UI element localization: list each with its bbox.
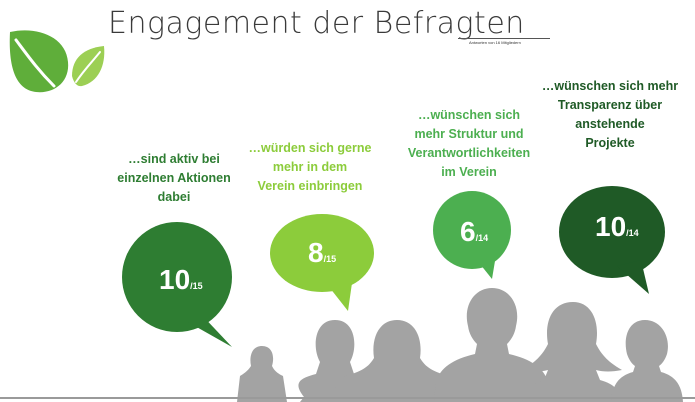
person-silhouette-icon	[237, 346, 287, 402]
stat-number: 10	[595, 211, 627, 242]
person-silhouette-icon	[333, 320, 461, 402]
person-silhouette-icon	[611, 320, 683, 402]
caption-active-actions: …sind aktiv bei einzelnen Aktionen dabei	[117, 152, 231, 204]
stat-number: 6	[460, 216, 476, 247]
people-silhouettes	[237, 288, 683, 402]
stat-value-2: 8/15	[308, 237, 336, 269]
stat-total: /15	[190, 281, 203, 291]
stat-number: 10	[159, 264, 191, 295]
speech-bubble-icon	[270, 214, 374, 311]
stat-value-4: 10/14	[595, 211, 639, 243]
page-title: Engagement der Befragten	[108, 6, 525, 41]
footer-rule	[0, 397, 695, 399]
person-silhouette-icon	[522, 302, 622, 402]
caption-more-involvement: …würden sich gerne mehr in dem Verein ei…	[248, 141, 372, 193]
stat-value-3: 6/14	[460, 216, 488, 248]
speech-bubble-icon	[559, 186, 665, 294]
page-subtitle: Antworten von 16 Mitgliedern	[469, 40, 521, 45]
speech-bubble-icon	[122, 222, 232, 347]
speech-bubble-icon	[433, 191, 511, 279]
title-underline	[458, 38, 550, 39]
caption-structure-responsibility: …wünschen sich mehr Struktur und Verantw…	[407, 108, 531, 179]
leaf-icon	[9, 30, 105, 93]
caption-transparency-projects: …wünschen sich mehr Transparenz über ans…	[541, 79, 679, 150]
stat-total: /15	[323, 254, 337, 264]
stat-total: /14	[626, 228, 639, 238]
stat-number: 8	[308, 237, 324, 268]
person-silhouette-icon	[434, 288, 550, 402]
stat-value-1: 10/15	[159, 264, 203, 296]
stat-total: /14	[475, 233, 489, 243]
